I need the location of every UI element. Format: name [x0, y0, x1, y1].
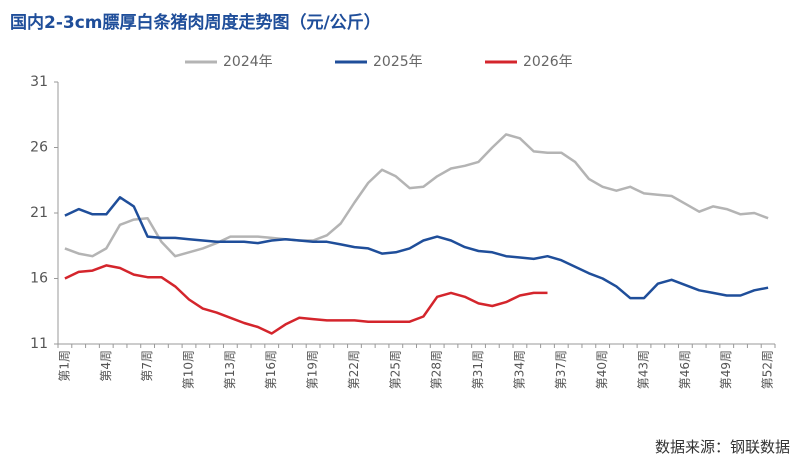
- x-tick-label: 第31周: [471, 350, 485, 389]
- series-line: [64, 133, 769, 258]
- x-tick-label: 第40周: [595, 350, 609, 389]
- chart-title: 国内2-3cm膘厚白条猪肉周度走势图（元/公斤）: [10, 12, 381, 33]
- x-tick-label: 第19周: [306, 350, 320, 389]
- legend-label: 2026年: [523, 54, 573, 70]
- y-tick-label: 16: [30, 271, 48, 287]
- legend-label: 2024年: [223, 54, 273, 70]
- series-line: [64, 196, 769, 300]
- y-tick-label: 11: [30, 336, 48, 352]
- x-tick-label: 第34周: [512, 350, 526, 389]
- x-tick-label: 第28周: [430, 350, 444, 389]
- x-tick-label: 第16周: [264, 350, 278, 389]
- x-tick-label: 第22周: [347, 350, 361, 389]
- x-tick-label: 第25周: [388, 350, 402, 389]
- x-tick-label: 第46周: [678, 350, 692, 389]
- y-tick-label: 26: [30, 140, 48, 156]
- y-tick-label: 21: [30, 205, 48, 221]
- x-tick-label: 第37周: [554, 350, 568, 389]
- series-line: [64, 264, 548, 335]
- x-tick-label: 第13周: [223, 350, 237, 389]
- legend-label: 2025年: [373, 54, 423, 70]
- x-tick-label: 第7周: [140, 350, 154, 382]
- x-tick-label: 第52周: [761, 350, 775, 389]
- y-tick-label: 31: [30, 74, 48, 90]
- x-tick-label: 第10周: [181, 350, 195, 389]
- x-tick-label: 第4周: [99, 350, 113, 382]
- x-tick-label: 第49周: [719, 350, 733, 389]
- source-note: 数据来源：钢联数据: [655, 438, 790, 456]
- x-tick-label: 第43周: [637, 350, 651, 389]
- x-tick-label: 第1周: [57, 350, 71, 382]
